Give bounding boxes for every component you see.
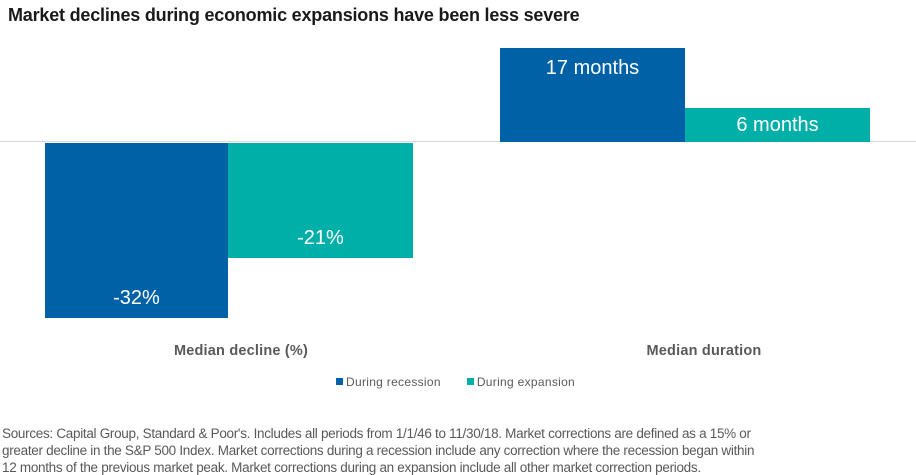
axis-label-median-decline: Median decline (%) bbox=[173, 343, 309, 359]
legend-label: During recession bbox=[346, 375, 441, 389]
source-footnote: Sources: Capital Group, Standard & Poor'… bbox=[2, 425, 916, 475]
axis-label-median-duration: Median duration bbox=[646, 343, 762, 359]
legend-item-recession: During recession bbox=[336, 375, 441, 389]
bar-value-label: 6 months bbox=[736, 113, 819, 136]
legend: During recession During expansion bbox=[336, 375, 575, 389]
expansion-swatch-icon bbox=[466, 377, 474, 385]
bar-duration-during-expansion: 6 months bbox=[685, 108, 870, 142]
footnote-line: greater decline in the S&P 500 Index. Ma… bbox=[2, 443, 755, 458]
footnote-line: 12 months of the previous market peak. M… bbox=[2, 460, 701, 475]
footnote-line: Sources: Capital Group, Standard & Poor'… bbox=[2, 426, 751, 441]
bar-value-label: 17 months bbox=[545, 57, 640, 79]
bar-value-label: -21% bbox=[297, 227, 344, 249]
recession-swatch-icon bbox=[336, 377, 343, 385]
bar-duration-during-recession: 17 months bbox=[500, 48, 685, 142]
axis-baseline bbox=[0, 141, 916, 142]
bar-value-label: -32% bbox=[113, 287, 160, 309]
chart-title: Market declines during economic expansio… bbox=[8, 5, 580, 25]
legend-label: During expansion bbox=[476, 375, 576, 389]
bar-decline-during-recession: -32% bbox=[45, 143, 228, 318]
legend-item-expansion: During expansion bbox=[466, 375, 576, 389]
bar-decline-during-expansion: -21% bbox=[228, 143, 413, 258]
